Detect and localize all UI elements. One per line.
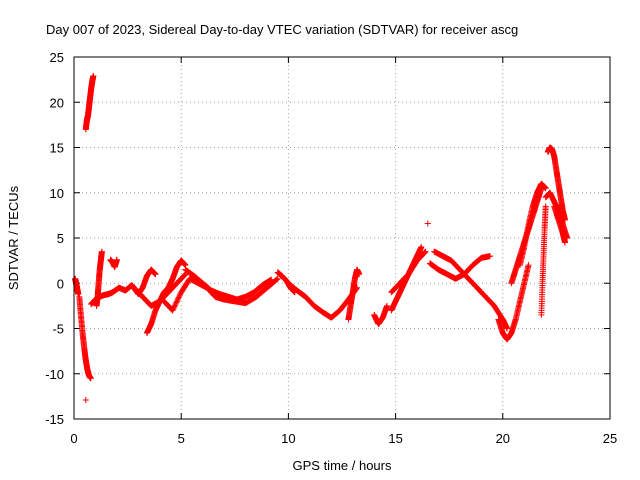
- x-tick-label: 20: [496, 431, 510, 446]
- data-point: [113, 256, 120, 263]
- data-point-interp: [181, 271, 188, 278]
- data-point: [356, 271, 363, 278]
- data-point-interp: [172, 300, 179, 307]
- data-point-interp: [421, 249, 428, 256]
- data-point-interp: [172, 302, 179, 309]
- data-point: [90, 73, 97, 80]
- y-tick-label: 10: [50, 186, 64, 201]
- data-point-interp: [170, 304, 177, 311]
- x-tick-label: 10: [281, 431, 295, 446]
- data-point: [561, 239, 568, 246]
- data-point-interp: [170, 306, 177, 313]
- chart-title: Day 007 of 2023, Sidereal Day-to-day VTE…: [46, 22, 518, 37]
- data-point: [152, 271, 159, 278]
- data-point: [98, 248, 105, 255]
- data-point: [169, 307, 176, 314]
- data-point: [82, 396, 89, 403]
- data-point: [422, 248, 429, 255]
- y-tick-label: -10: [45, 367, 64, 382]
- x-tick-label: 15: [388, 431, 402, 446]
- data-point-interp: [176, 293, 183, 300]
- data-point-interp: [181, 272, 188, 279]
- y-tick-label: 25: [50, 50, 64, 65]
- data-points: [72, 73, 571, 403]
- data-point-interp: [173, 299, 180, 306]
- data-point-interp: [175, 294, 182, 301]
- y-tick-label: 20: [50, 95, 64, 110]
- data-point: [424, 220, 431, 227]
- data-point: [75, 291, 82, 298]
- x-tick-label: 25: [603, 431, 617, 446]
- y-tick-label: 5: [57, 231, 64, 246]
- data-point: [542, 203, 549, 210]
- y-tick-label: -5: [52, 322, 64, 337]
- y-tick-label: -15: [45, 412, 64, 427]
- data-point: [274, 275, 281, 282]
- data-point-interp: [175, 295, 182, 302]
- data-point-interp: [171, 303, 178, 310]
- data-point-interp: [173, 298, 180, 305]
- x-tick-label: 0: [70, 431, 77, 446]
- y-axis-label: SDTVAR / TECUs: [6, 185, 21, 290]
- data-point: [525, 262, 532, 269]
- data-point-interp: [422, 249, 429, 256]
- y-tick-label: 15: [50, 141, 64, 156]
- data-point: [542, 185, 549, 192]
- axis-ticks: 0 5 10 15 20 25 -15 -10 -5 0 5 10 15 20 25: [45, 50, 617, 446]
- x-axis-label: GPS time / hours: [293, 458, 392, 473]
- data-point: [268, 276, 275, 283]
- data-point: [384, 302, 391, 309]
- x-tick-label: 5: [178, 431, 185, 446]
- data-point: [418, 244, 425, 251]
- data-point: [504, 325, 511, 332]
- y-tick-label: 0: [57, 276, 64, 291]
- data-point-interp: [176, 291, 183, 298]
- plot-frame: [73, 56, 611, 420]
- data-point: [87, 375, 94, 382]
- grid: [74, 57, 610, 419]
- data-point-interp: [174, 297, 181, 304]
- data-point: [486, 253, 493, 260]
- data-point-interp: [273, 276, 280, 283]
